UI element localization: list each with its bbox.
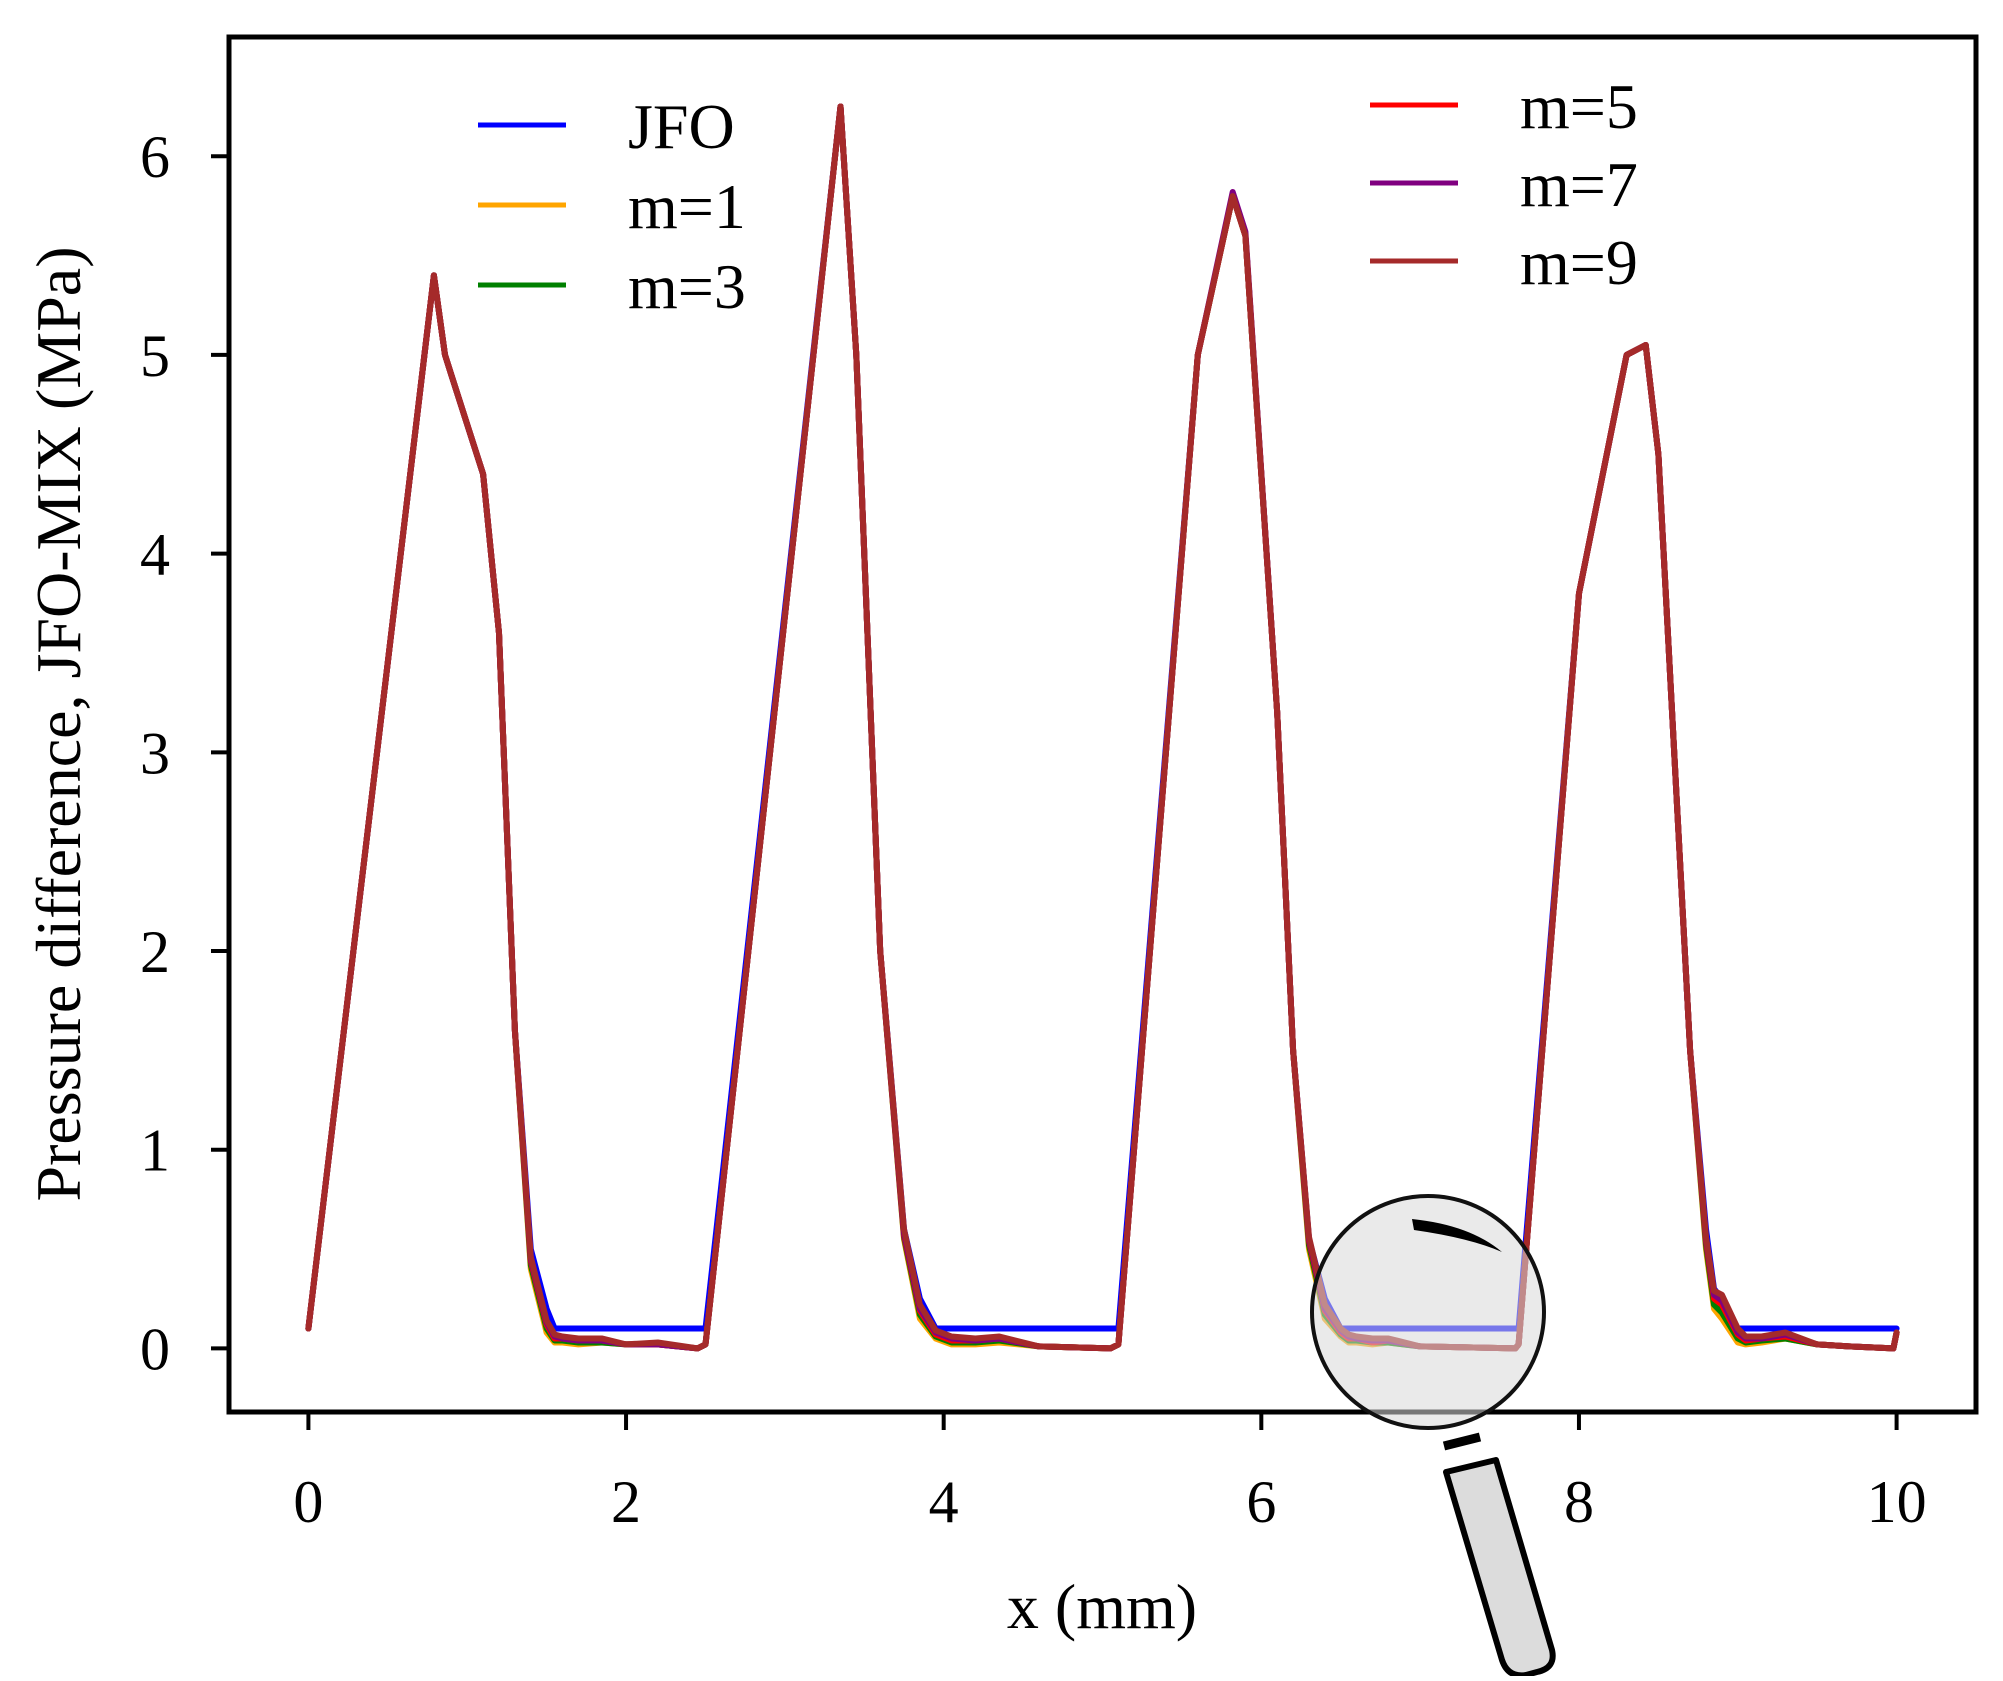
legend-label: m=1 — [628, 171, 746, 242]
x-tick-label: 2 — [611, 1469, 641, 1535]
series-line-m9 — [305, 103, 1900, 1352]
x-tick-label: 0 — [293, 1469, 323, 1535]
axes-layer: 0 2 4 6 8 10 0 1 2 3 4 5 6 — [140, 34, 1979, 1535]
legend: JFO m=1 m=3 m=5m=7m=9 — [478, 71, 1638, 322]
magnifier-icon — [1310, 1194, 1556, 1679]
y-tick-label: 0 — [140, 1316, 170, 1382]
legend-label: m=9 — [1520, 227, 1638, 298]
y-tick-label: 6 — [140, 124, 170, 190]
y-axis-label: Pressure difference, JFO-MIX (MPa) — [23, 246, 94, 1201]
legend-label: m=5 — [1520, 71, 1638, 142]
x-tick-label: 6 — [1246, 1469, 1276, 1535]
plot-frame — [226, 34, 1979, 1415]
x-tick-label: 4 — [929, 1469, 959, 1535]
y-tick-label: 3 — [140, 720, 170, 786]
x-axis-label: x (mm) — [1007, 1571, 1197, 1642]
legend-label: JFO — [628, 91, 735, 162]
y-tick-label: 1 — [140, 1118, 170, 1184]
legend-label: m=3 — [628, 251, 746, 322]
x-tick-label: 8 — [1564, 1469, 1594, 1535]
x-tick-label: 10 — [1867, 1469, 1927, 1535]
series-layer — [305, 103, 1900, 1352]
y-tick-label: 4 — [140, 522, 170, 588]
y-tick-label: 2 — [140, 919, 170, 985]
y-tick-label: 5 — [140, 323, 170, 389]
legend-label: m=7 — [1520, 149, 1638, 220]
